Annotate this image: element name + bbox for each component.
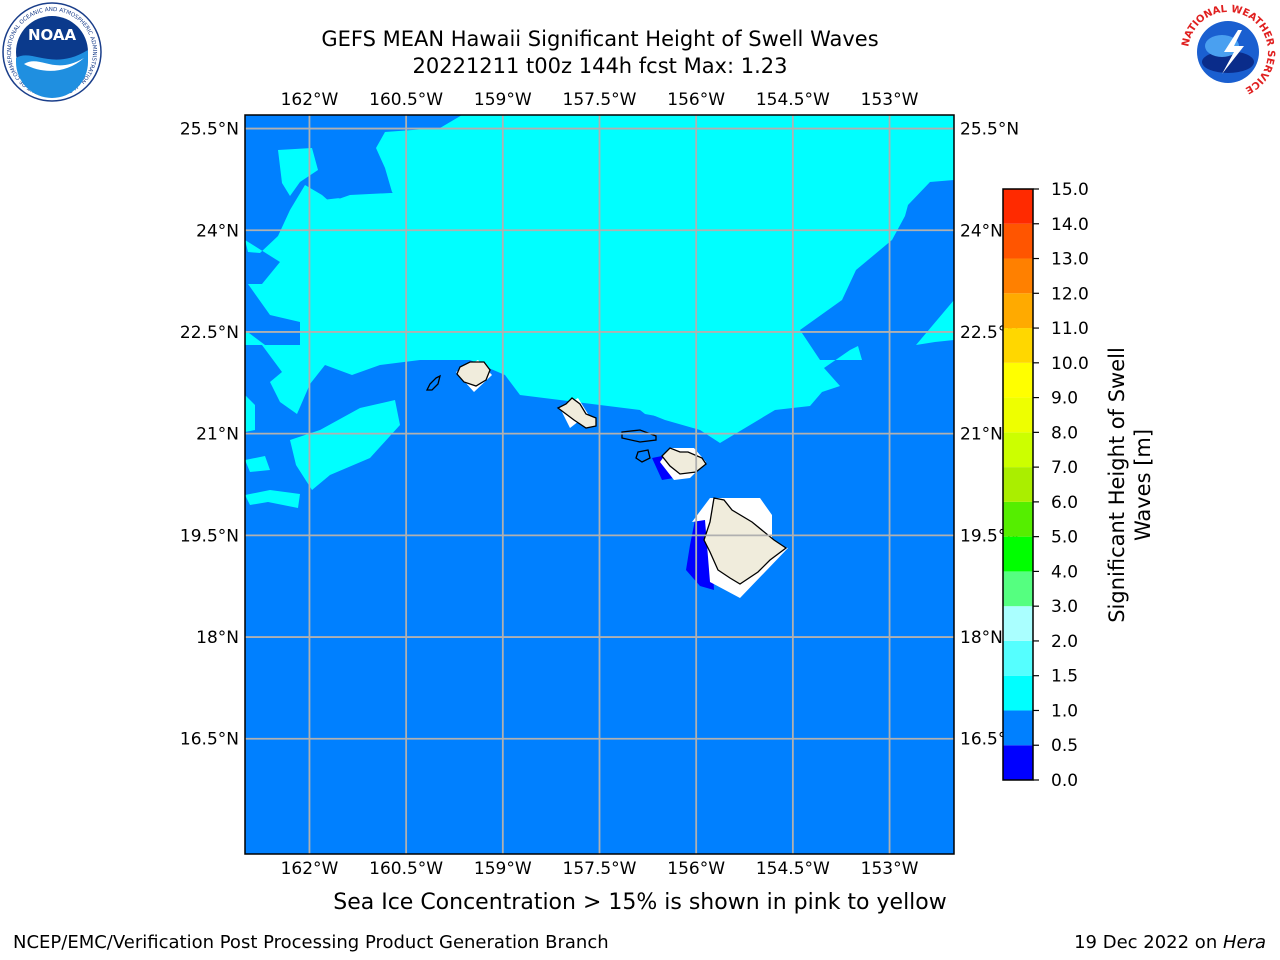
colorbar-label-line2: Waves [m] — [1131, 429, 1155, 541]
colorbar-tick-label: 6.0 — [1051, 493, 1078, 513]
colorbar-tick-label: 5.0 — [1051, 528, 1078, 548]
lat-tick-label: 25.5°N — [960, 120, 1019, 140]
lon-tick-label: 153°W — [861, 90, 919, 110]
niihau-island — [425, 374, 441, 391]
sea-ice-caption: Sea Ice Concentration > 15% is shown in … — [333, 890, 947, 915]
lat-tick-label: 24°N — [196, 221, 239, 241]
colorbar-segment — [1003, 745, 1033, 780]
map-frame — [244, 114, 955, 855]
map-subtitle: 20221211 t00z 144h fcst Max: 1.23 — [412, 54, 788, 78]
lon-tick-labels-top: 162°W 160.5°W 159°W 157.5°W 156°W 154.5°W 153°… — [281, 90, 919, 110]
colorbar-segment — [1003, 293, 1033, 329]
colorbar-tick-label: 11.0 — [1051, 319, 1089, 339]
colorbar-tick-label: 13.0 — [1051, 250, 1089, 270]
lon-tick-label: 159°W — [474, 90, 532, 110]
colorbar-tick-label: 3.0 — [1051, 597, 1078, 617]
lon-tick-label: 153°W — [861, 859, 919, 879]
colorbar-tick-label: 10.0 — [1051, 354, 1089, 374]
colorbar-segment — [1003, 467, 1033, 502]
lon-tick-label: 154.5°W — [756, 859, 830, 879]
colorbar-segment — [1003, 571, 1033, 607]
footer-date: 19 Dec 2022 on Hera — [1074, 932, 1266, 953]
colorbar-tick-label: 8.0 — [1051, 423, 1078, 443]
colorbar-segment — [1003, 536, 1033, 572]
lat-tick-label: 21°N — [960, 425, 1003, 445]
kauai-island — [456, 361, 491, 387]
colorbar-segment — [1003, 675, 1033, 711]
colorbar-tick-label: 0.5 — [1051, 736, 1078, 756]
lanai-island — [635, 449, 651, 463]
lon-tick-label: 160.5°W — [369, 90, 443, 110]
colorbar-segment — [1003, 258, 1033, 294]
colorbar-tick-label: 0.0 — [1051, 771, 1078, 791]
colorbar-frame — [1002, 188, 1034, 781]
colorbar-segment — [1003, 640, 1033, 676]
map-title: GEFS MEAN Hawaii Significant Height of S… — [321, 27, 879, 51]
colorbar-segment — [1003, 501, 1033, 537]
colorbar-segment — [1003, 432, 1033, 468]
colorbar-segment — [1003, 223, 1033, 259]
footer-host: Hera — [1222, 932, 1266, 953]
colorbar-tick-label: 4.0 — [1051, 562, 1078, 582]
colorbar — [1002, 188, 1034, 781]
colorbar-segment — [1003, 710, 1033, 746]
lat-tick-label: 22.5°N — [180, 323, 239, 343]
footer-credit: NCEP/EMC/Verification Post Processing Pr… — [13, 932, 609, 953]
lat-tick-label: 16.5°N — [180, 730, 239, 750]
colorbar-segment — [1003, 397, 1033, 433]
lat-tick-label: 21°N — [196, 425, 239, 445]
lat-tick-labels-left: 25.5°N 24°N 22.5°N 21°N 19.5°N 18°N 16.5°N — [180, 120, 239, 750]
lon-tick-label: 154.5°W — [756, 90, 830, 110]
colorbar-tick-label: 1.5 — [1051, 667, 1078, 687]
map-gridlines — [245, 115, 954, 854]
nws-logo-icon: NATIONAL WEATHER SERVICE — [1179, 3, 1277, 101]
lon-tick-label: 162°W — [281, 859, 339, 879]
lat-tick-label: 24°N — [960, 221, 1003, 241]
colorbar-label: Significant Height of Swell — [1105, 347, 1129, 623]
lon-tick-label: 156°W — [667, 859, 725, 879]
lon-tick-label: 157.5°W — [563, 859, 637, 879]
colorbar-tick-label: 15.0 — [1051, 180, 1089, 200]
lon-tick-label: 156°W — [667, 90, 725, 110]
colorbar-segment — [1003, 362, 1033, 398]
molokai-island — [621, 429, 657, 443]
colorbar-segment — [1003, 189, 1033, 224]
svg-text:NOAA: NOAA — [28, 26, 77, 44]
maui-island — [661, 447, 707, 475]
lon-tick-label: 157.5°W — [563, 90, 637, 110]
colorbar-tick-labels: 0.0 0.5 1.0 1.5 2.0 3.0 4.0 5.0 6.0 7.0 8.0 9.0 10.0… — [1033, 180, 1089, 791]
colorbar-tick-label: 12.0 — [1051, 284, 1089, 304]
lat-tick-label: 25.5°N — [180, 120, 239, 140]
colorbar-tick-label: 7.0 — [1051, 458, 1078, 478]
colorbar-tick-label: 2.0 — [1051, 632, 1078, 652]
footer-date-text: 19 Dec 2022 on — [1074, 932, 1223, 953]
lon-tick-label: 162°W — [281, 90, 339, 110]
colorbar-segment — [1003, 328, 1033, 363]
colorbar-segment — [1003, 606, 1033, 641]
colorbar-tick-label: 9.0 — [1051, 389, 1078, 409]
colorbar-tick-label: 14.0 — [1051, 215, 1089, 235]
lon-tick-label: 160.5°W — [369, 859, 443, 879]
oahu-island — [556, 397, 597, 429]
lat-tick-label: 18°N — [960, 628, 1003, 648]
colorbar-tick-label: 1.0 — [1051, 701, 1078, 721]
hawaii-big-island — [703, 497, 788, 585]
noaa-logo-icon: NATIONAL OCEANIC AND ATMOSPHERIC ADMINIS… — [2, 2, 102, 102]
lat-tick-label: 18°N — [196, 628, 239, 648]
lon-tick-labels-bottom: 162°W 160.5°W 159°W 157.5°W 156°W 154.5°W 153°… — [281, 859, 919, 879]
lon-tick-label: 159°W — [474, 859, 532, 879]
lat-tick-label: 19.5°N — [180, 526, 239, 546]
